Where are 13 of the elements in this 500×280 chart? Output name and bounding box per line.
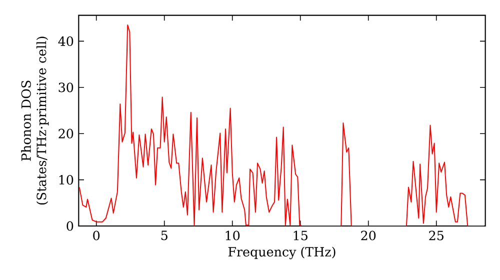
y-tick-label: 10 xyxy=(59,175,74,185)
x-axis-title: Frequency (THz) xyxy=(228,246,336,260)
x-tick-label: 15 xyxy=(294,230,308,240)
y-tick-label: 30 xyxy=(58,82,74,92)
x-tick-label: 25 xyxy=(429,230,444,240)
x-tick-label: 5 xyxy=(161,230,168,240)
y-tick-label: 40 xyxy=(58,36,74,46)
y-tick-label: 0 xyxy=(66,221,74,231)
x-tick-label: 0 xyxy=(93,230,100,240)
x-tick-label: 20 xyxy=(361,230,376,240)
x-tick-label: 10 xyxy=(226,230,240,240)
y-tick-label: 20 xyxy=(58,128,74,138)
y-axis-title: Phonon DOS (States/THz·primitive cell) xyxy=(21,36,49,205)
